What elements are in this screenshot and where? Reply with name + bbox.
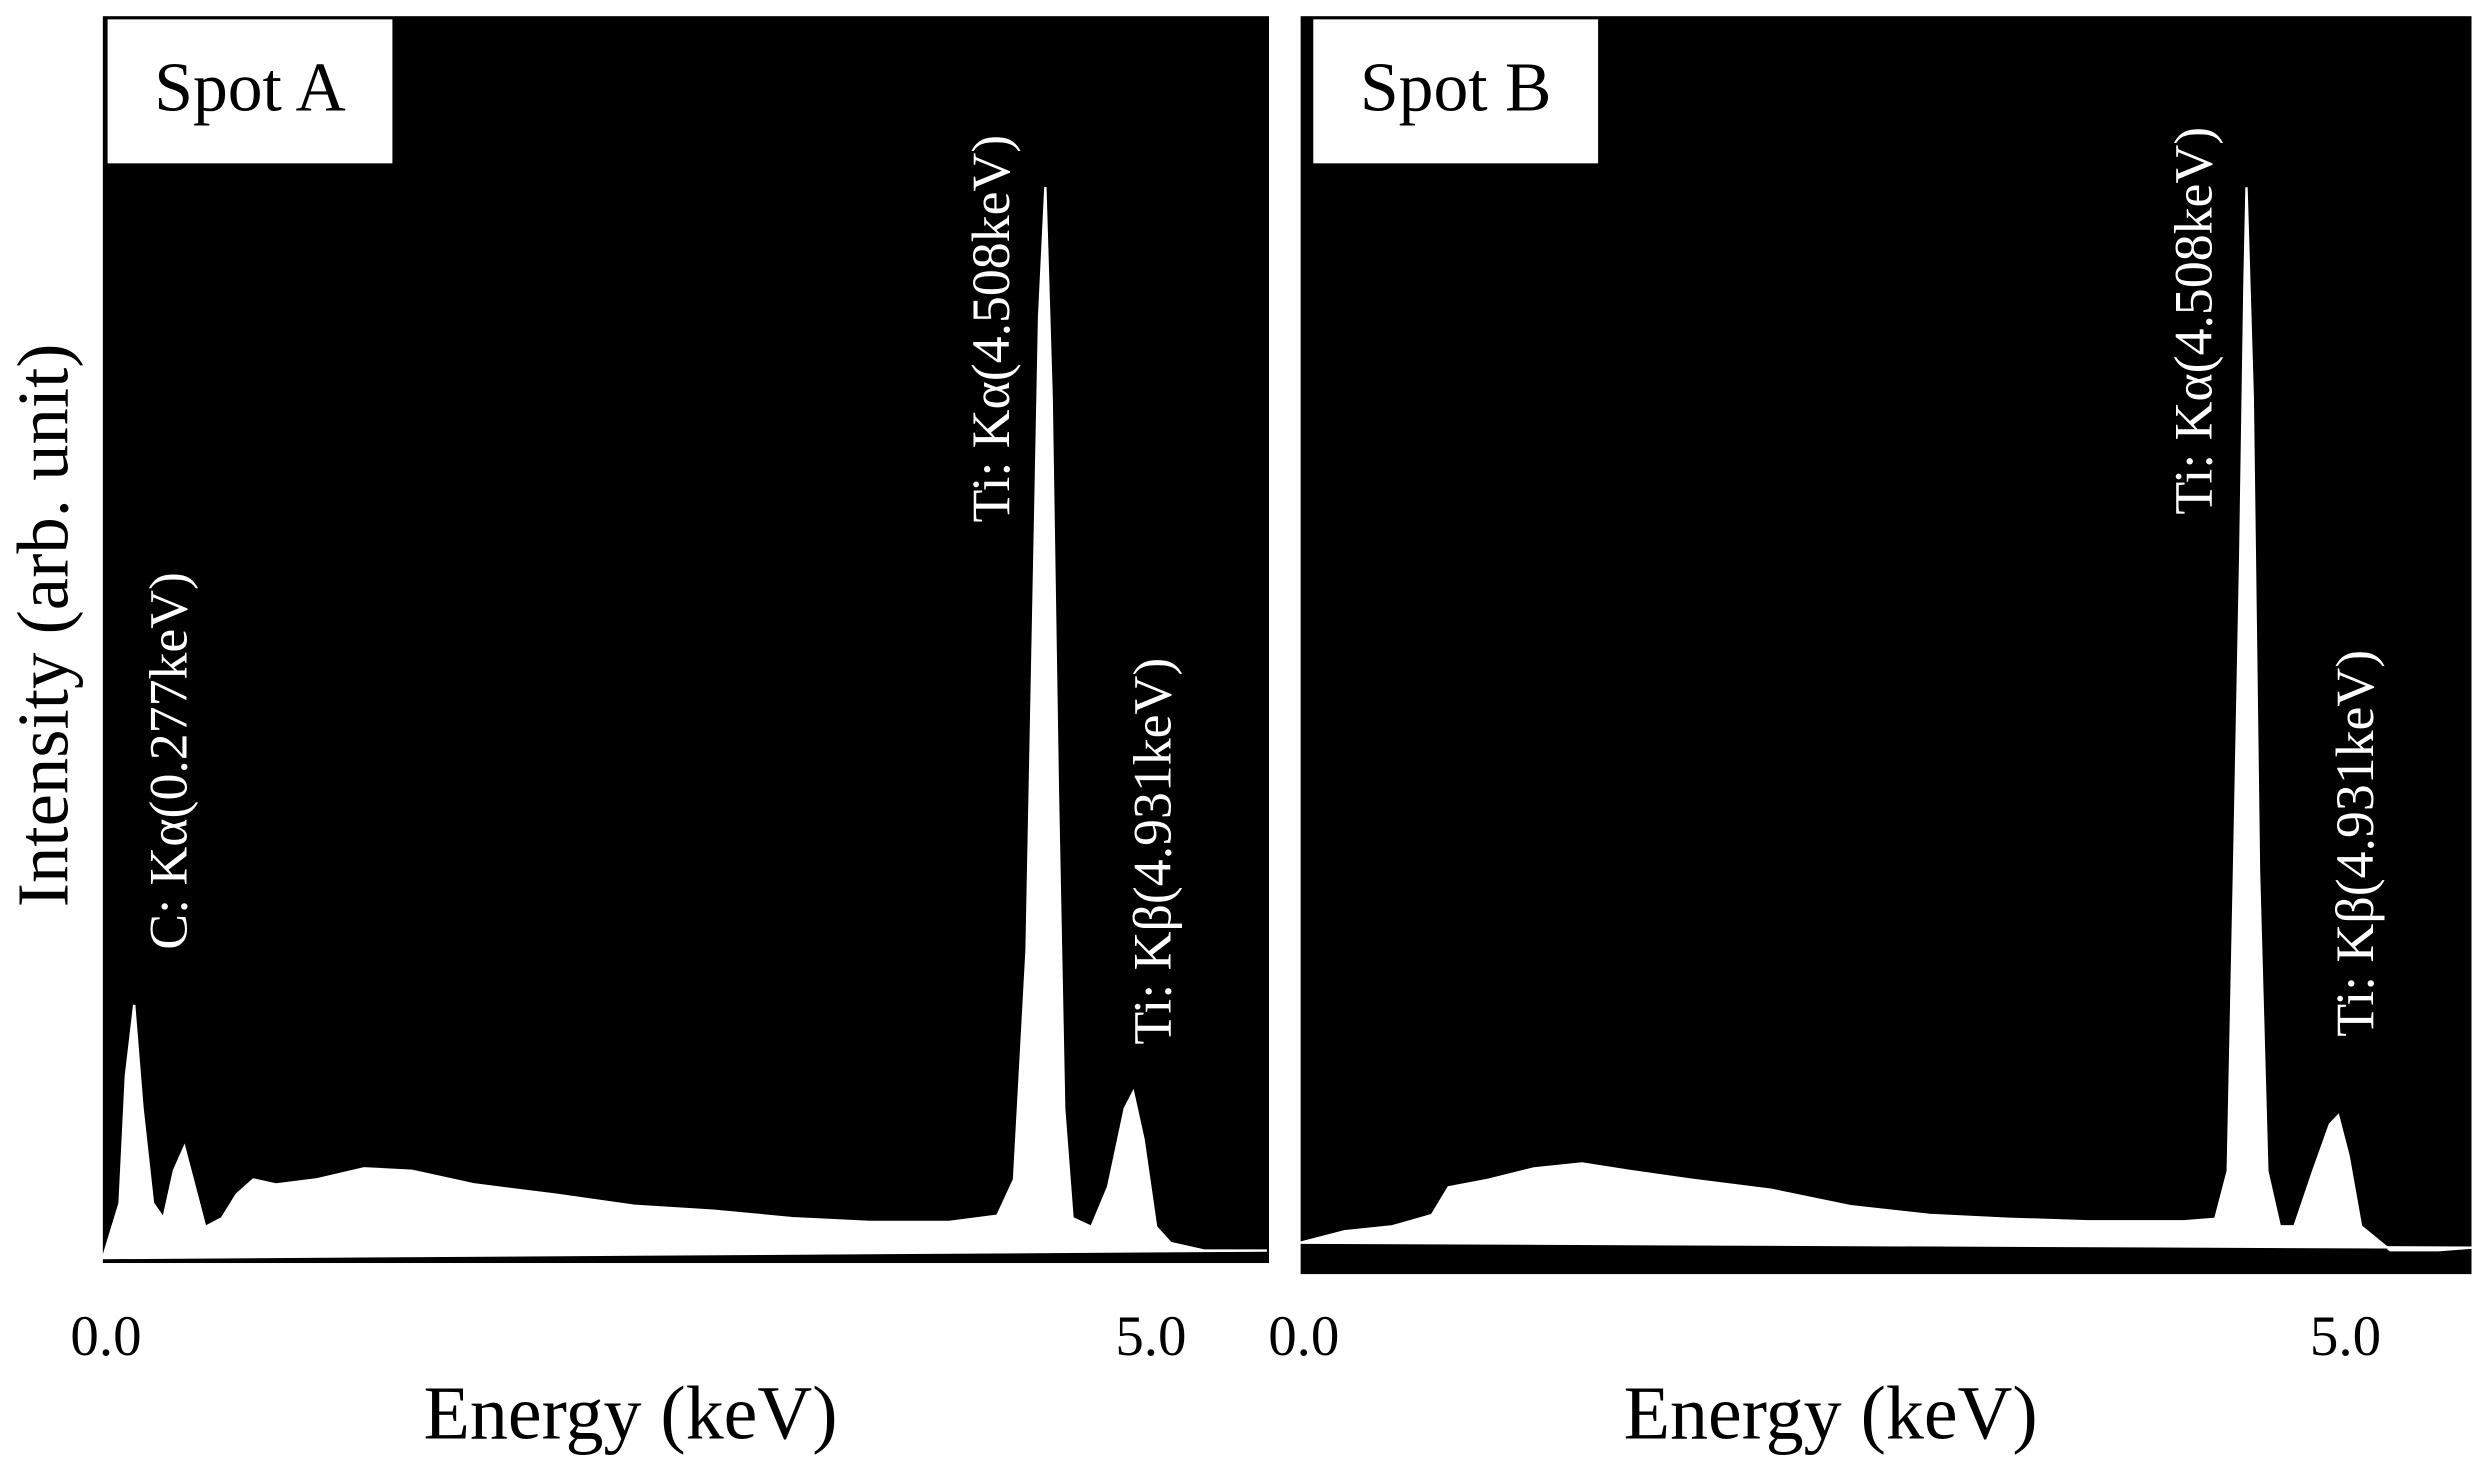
x-axis-label: Energy (keV) [424, 1372, 838, 1456]
y-axis-label: Intensity (arb. unit) [2, 343, 83, 907]
peak-annotation: Ti: Kα(4.508keV) [961, 135, 1021, 523]
peak-annotation: Ti: Kβ(4.931keV) [1123, 658, 1183, 1045]
x-tick-label: 5.0 [1115, 1305, 1186, 1368]
x-axis-label: Energy (keV) [1624, 1372, 2038, 1456]
spectrum [1300, 187, 2472, 1252]
x-tick-label: 0.0 [70, 1305, 141, 1368]
spectrum [101, 186, 1267, 1260]
title-box [107, 19, 393, 164]
peak-annotation: Ti: Kα(4.508keV) [2164, 127, 2224, 515]
plot-area [102, 16, 1269, 1264]
plot-area [1300, 16, 2472, 1275]
peak-annotation: Ti: Kβ(4.931keV) [2325, 650, 2385, 1037]
x-tick-label: 5.0 [2310, 1305, 2381, 1368]
title-box [1313, 19, 1599, 164]
panel-title: Spot B [1360, 49, 1552, 126]
x-tick-label: 0.0 [1268, 1305, 1339, 1368]
panel-title: Spot A [154, 49, 346, 126]
peak-annotation: C: Kα(0.277keV) [138, 572, 198, 950]
